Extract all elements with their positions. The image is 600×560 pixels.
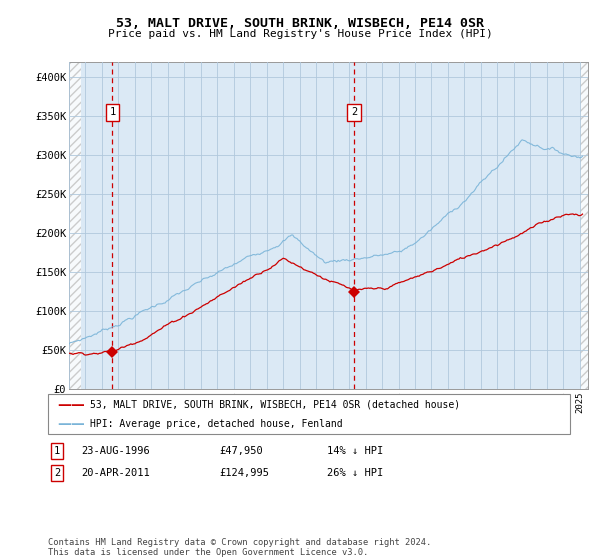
Text: ——: ——	[57, 398, 85, 412]
Text: Contains HM Land Registry data © Crown copyright and database right 2024.
This d: Contains HM Land Registry data © Crown c…	[48, 538, 431, 557]
Text: 20-APR-2011: 20-APR-2011	[81, 468, 150, 478]
Text: HPI: Average price, detached house, Fenland: HPI: Average price, detached house, Fenl…	[90, 419, 343, 429]
Text: 53, MALT DRIVE, SOUTH BRINK, WISBECH, PE14 0SR (detached house): 53, MALT DRIVE, SOUTH BRINK, WISBECH, PE…	[90, 400, 460, 410]
Text: 1: 1	[54, 446, 60, 456]
Text: 26% ↓ HPI: 26% ↓ HPI	[327, 468, 383, 478]
Text: £124,995: £124,995	[219, 468, 269, 478]
Text: ——: ——	[57, 417, 85, 431]
Text: 2: 2	[351, 108, 357, 117]
Text: £47,950: £47,950	[219, 446, 263, 456]
Text: Price paid vs. HM Land Registry's House Price Index (HPI): Price paid vs. HM Land Registry's House …	[107, 29, 493, 39]
Text: 1: 1	[109, 108, 116, 117]
Text: 53, MALT DRIVE, SOUTH BRINK, WISBECH, PE14 0SR: 53, MALT DRIVE, SOUTH BRINK, WISBECH, PE…	[116, 17, 484, 30]
Text: 23-AUG-1996: 23-AUG-1996	[81, 446, 150, 456]
Text: 2: 2	[54, 468, 60, 478]
Text: 14% ↓ HPI: 14% ↓ HPI	[327, 446, 383, 456]
